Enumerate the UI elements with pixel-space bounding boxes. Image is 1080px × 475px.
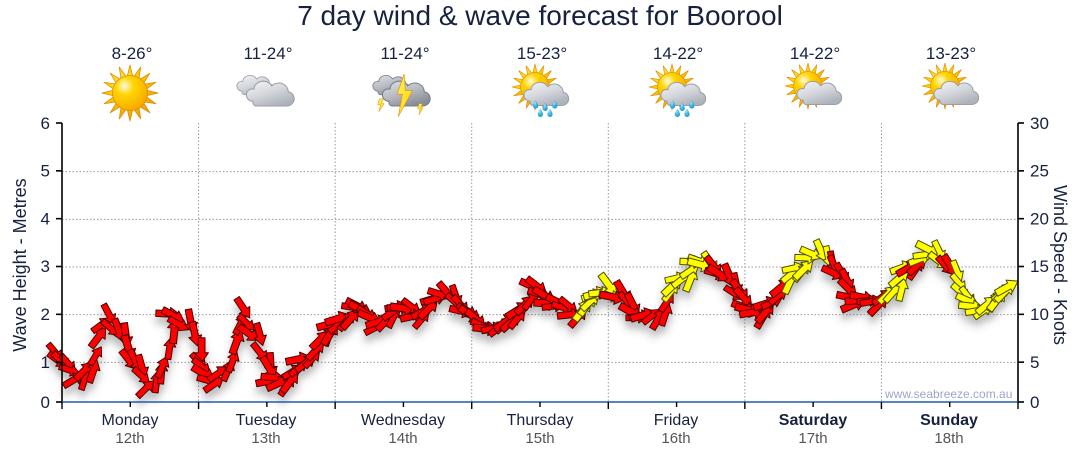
svg-text:6: 6 [41,114,50,133]
svg-text:20: 20 [1030,209,1049,228]
svg-text:30: 30 [1030,114,1049,133]
svg-text:1: 1 [41,353,50,372]
svg-text:0: 0 [1030,393,1039,412]
svg-text:15: 15 [1030,257,1049,276]
svg-text:5: 5 [1030,353,1039,372]
svg-text:25: 25 [1030,162,1049,181]
svg-text:10: 10 [1030,305,1049,324]
svg-text:0: 0 [41,393,50,412]
svg-text:3: 3 [41,257,50,276]
svg-text:4: 4 [41,209,50,228]
svg-text:5: 5 [41,162,50,181]
svg-text:2: 2 [41,305,50,324]
